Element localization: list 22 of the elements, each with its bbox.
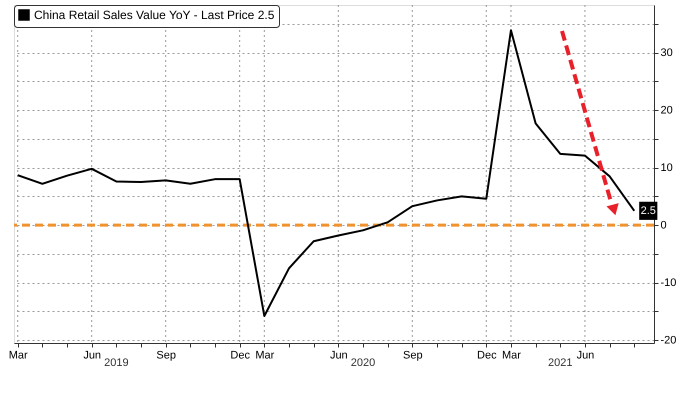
line-series bbox=[16, 29, 636, 317]
legend-label: China Retail Sales Value YoY - Last Price 2.5 bbox=[34, 8, 275, 22]
y-tick-label: -20 bbox=[660, 334, 676, 347]
x-tick-label: Mar bbox=[502, 350, 522, 362]
data-label: 2.5 bbox=[640, 204, 656, 217]
x-tick-label: Mar bbox=[255, 350, 275, 362]
text: 2020 bbox=[350, 357, 376, 369]
x-tick-label: Sep bbox=[156, 350, 176, 362]
text: 2021 bbox=[548, 357, 573, 369]
x-tick-label: Mar bbox=[8, 350, 28, 362]
y-tick-label: 10 bbox=[660, 162, 673, 174]
y-tick-label: 20 bbox=[660, 104, 673, 117]
x-tick-label: Jun bbox=[83, 350, 102, 362]
y-tick-label: -10 bbox=[660, 277, 676, 290]
text: 2019 bbox=[104, 357, 129, 369]
x-tick-label: Dec bbox=[230, 350, 250, 362]
x-tick-label: Dec bbox=[477, 350, 498, 362]
x-tick-label: Sep bbox=[403, 350, 423, 362]
y-tick-label: 0 bbox=[660, 220, 667, 232]
x-tick-label: Jun bbox=[330, 350, 348, 362]
y-tick-label: 30 bbox=[660, 47, 673, 60]
x-tick-label: Jun bbox=[576, 350, 594, 362]
